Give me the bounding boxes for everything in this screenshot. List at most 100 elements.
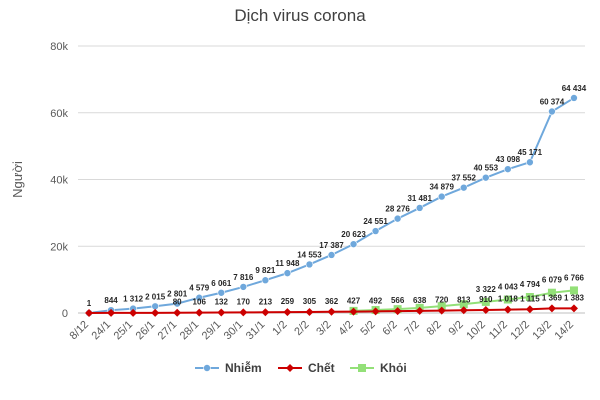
- x-tick-label: 12/2: [508, 319, 532, 343]
- data-point-infected: [283, 269, 292, 277]
- x-tick-label: 6/2: [380, 319, 399, 338]
- data-label-infected: 2 801: [167, 290, 188, 299]
- data-point-deaths: [481, 305, 490, 314]
- x-tick-label: 25/1: [112, 319, 136, 343]
- data-point-infected: [415, 204, 424, 212]
- data-point-infected: [151, 302, 159, 311]
- data-point-infected: [217, 288, 226, 297]
- data-label-recovered: 3 322: [476, 285, 497, 294]
- x-tick-label: 14/2: [552, 319, 576, 343]
- data-label-deaths: 305: [303, 297, 317, 306]
- data-point-deaths: [327, 307, 336, 316]
- y-tick-label: 0: [62, 308, 68, 320]
- data-label-infected: 34 879: [429, 183, 454, 192]
- data-label-deaths: 1 369: [542, 293, 563, 302]
- data-label-deaths: 720: [435, 296, 449, 305]
- data-point-deaths: [349, 307, 358, 316]
- x-tick-label: 27/1: [156, 319, 180, 343]
- data-label-infected: 20 623: [341, 230, 366, 239]
- data-point-deaths: [371, 307, 380, 316]
- x-tick-label: 29/1: [200, 319, 224, 343]
- x-tick-label: 31/1: [244, 319, 268, 343]
- x-tick-label: 11/2: [487, 319, 510, 342]
- data-point-deaths: [261, 308, 270, 317]
- data-label-infected: 844: [104, 296, 118, 305]
- legend-marker-recovered: [358, 364, 366, 372]
- data-label-infected: 28 276: [385, 205, 410, 214]
- data-label-infected: 37 552: [452, 174, 477, 183]
- data-point-infected: [349, 240, 358, 248]
- data-point-deaths: [525, 305, 534, 314]
- data-point-infected: [504, 165, 512, 173]
- legend-label-deaths: Chết: [308, 361, 335, 375]
- x-tick-label: 9/2: [447, 319, 466, 338]
- data-label-infected: 1: [87, 299, 92, 308]
- y-tick-label: 60k: [50, 108, 68, 120]
- data-point-infected: [239, 283, 248, 291]
- y-axis-label: Người: [10, 161, 25, 198]
- data-label-deaths: 566: [391, 296, 405, 305]
- data-label-deaths: 80: [173, 298, 182, 307]
- data-point-infected: [305, 260, 314, 269]
- x-tick-label: 30/1: [222, 319, 246, 343]
- data-label-deaths: 259: [281, 297, 295, 306]
- data-point-deaths: [195, 308, 204, 317]
- data-point-recovered: [437, 302, 446, 311]
- data-point-deaths: [173, 308, 182, 317]
- data-label-deaths: 813: [457, 295, 471, 304]
- data-label-deaths: 427: [347, 297, 361, 306]
- x-tick-label: 26/1: [134, 319, 158, 343]
- data-point-deaths: [129, 308, 138, 317]
- data-label-deaths: 492: [369, 296, 383, 305]
- data-point-deaths: [393, 307, 402, 316]
- data-point-recovered: [569, 286, 578, 295]
- data-point-infected: [393, 214, 402, 223]
- data-label-infected: 9 821: [255, 266, 276, 275]
- data-label-deaths: 638: [413, 296, 427, 305]
- x-tick-label: 1/2: [270, 319, 289, 338]
- data-label-recovered: 4 794: [520, 280, 541, 289]
- data-point-infected: [548, 107, 556, 116]
- data-label-infected: 14 553: [297, 250, 322, 259]
- x-tick-label: 4/2: [336, 319, 355, 338]
- data-point-recovered: [547, 288, 556, 297]
- data-label-deaths: 1 018: [498, 295, 519, 304]
- data-point-infected: [437, 192, 446, 201]
- series-line-infected: [88, 97, 575, 314]
- legend-label-infected: Nhiễm: [225, 360, 262, 375]
- data-label-infected: 31 481: [407, 194, 432, 203]
- data-point-deaths: [239, 308, 248, 317]
- x-tick-label: 2/2: [292, 319, 311, 338]
- data-point-infected: [526, 158, 534, 167]
- data-point-deaths: [569, 304, 578, 313]
- data-point-infected: [570, 94, 578, 102]
- data-point-deaths: [459, 306, 468, 315]
- data-point-recovered: [459, 300, 468, 309]
- data-label-infected: 6 061: [211, 279, 232, 288]
- data-point-recovered: [525, 293, 534, 302]
- data-label-infected: 4 579: [189, 284, 210, 293]
- data-label-infected: 64 434: [562, 84, 587, 93]
- data-label-deaths: 1 383: [564, 293, 585, 302]
- data-point-recovered: [503, 295, 512, 304]
- data-label-infected: 7 816: [233, 273, 254, 282]
- data-label-deaths: 362: [325, 297, 339, 306]
- data-point-deaths: [305, 307, 314, 316]
- data-point-infected: [371, 227, 380, 235]
- data-label-deaths: 1 115: [520, 294, 540, 303]
- data-point-deaths: [107, 308, 116, 317]
- data-point-infected: [173, 299, 181, 308]
- data-label-infected: 2 015: [145, 292, 166, 301]
- data-point-deaths: [217, 308, 226, 317]
- data-label-deaths: 910: [479, 295, 493, 304]
- data-point-deaths: [503, 305, 512, 314]
- x-tick-label: 8/2: [425, 319, 444, 338]
- data-label-recovered: 6 766: [564, 273, 585, 282]
- x-tick-label: 5/2: [358, 319, 377, 338]
- data-label-infected: 1 312: [123, 295, 144, 304]
- data-label-recovered: 6 079: [542, 276, 563, 285]
- data-label-deaths: 132: [215, 298, 229, 307]
- data-point-deaths: [415, 306, 424, 315]
